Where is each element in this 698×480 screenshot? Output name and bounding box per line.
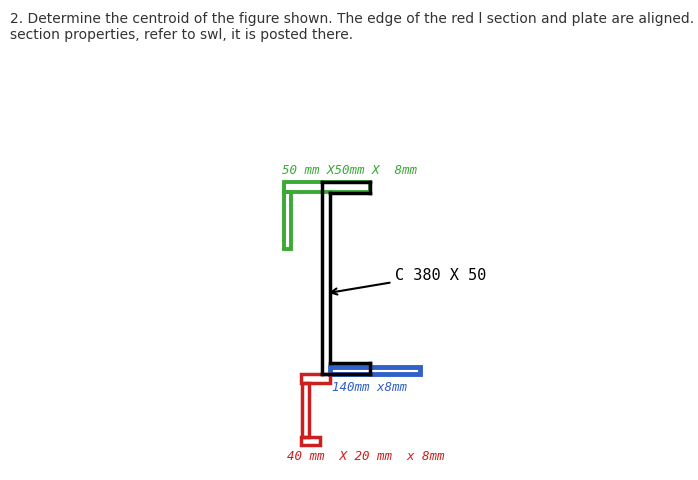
Text: C 380 X 50: C 380 X 50 [331, 267, 487, 295]
Bar [301, 374, 329, 383]
Bar [302, 383, 309, 437]
Bar [301, 437, 320, 445]
Bar [329, 367, 420, 374]
Bar [283, 182, 370, 192]
Text: 50 mm X50mm X  8mm: 50 mm X50mm X 8mm [282, 164, 417, 177]
Text: 40 mm  X 20 mm  x 8mm: 40 mm X 20 mm x 8mm [288, 449, 445, 462]
Text: 2. Determine the centroid of the figure shown. The edge of the red l section and: 2. Determine the centroid of the figure … [10, 12, 698, 42]
Text: 140mm x8mm: 140mm x8mm [332, 381, 407, 394]
Bar [283, 192, 291, 250]
